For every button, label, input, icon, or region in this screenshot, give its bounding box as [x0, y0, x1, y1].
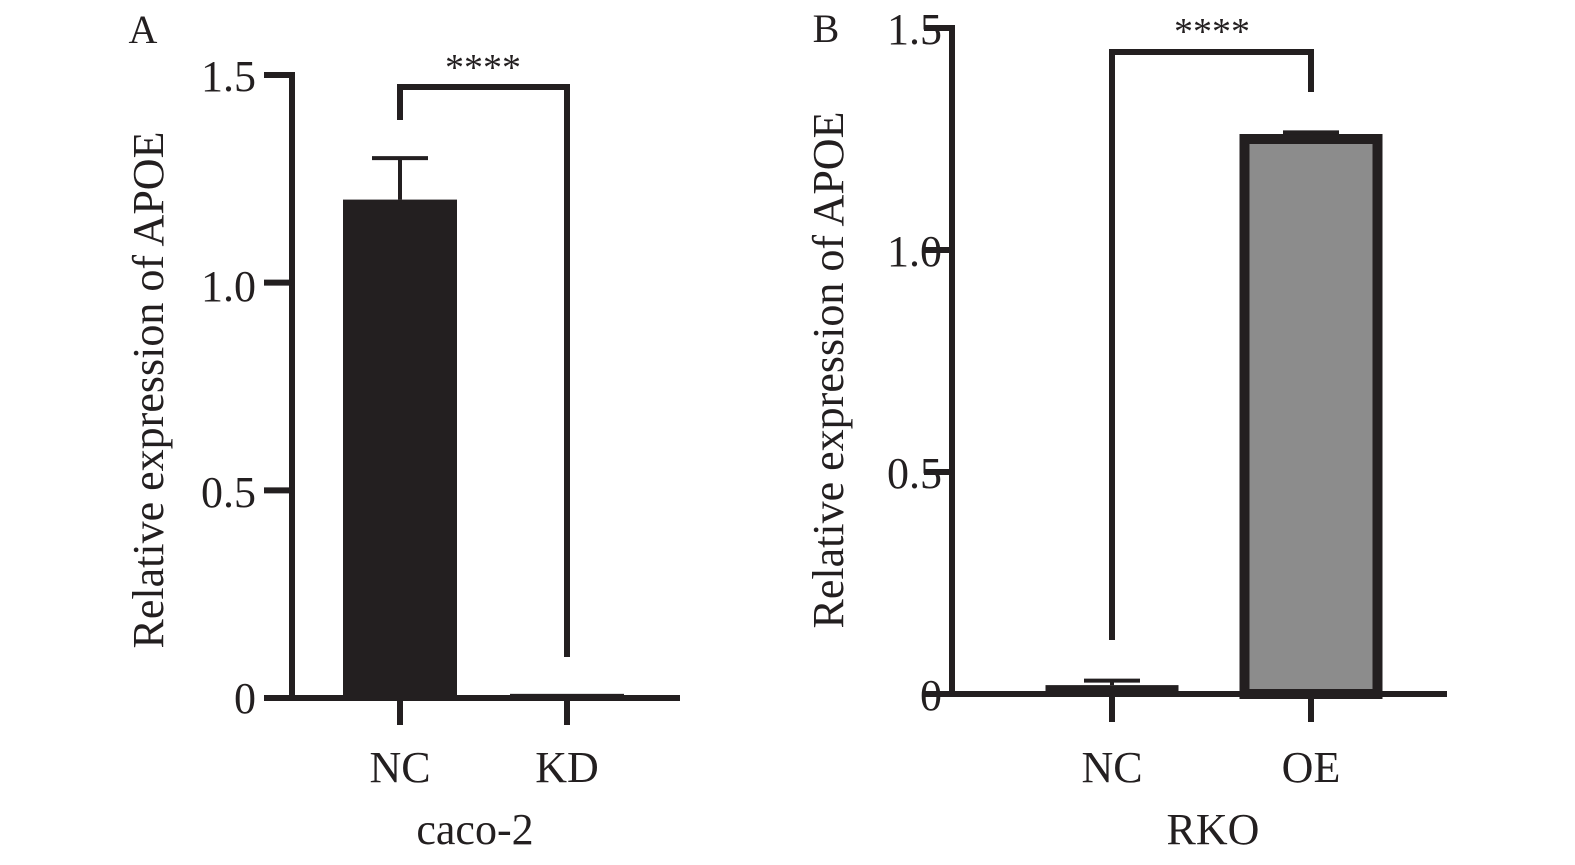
y-tick-label: 0.5	[887, 449, 942, 498]
significance-bracket	[1109, 49, 1314, 640]
y-tick-label: 0	[920, 671, 942, 720]
bar-nc	[1045, 685, 1179, 694]
y-axis-label: Relative expression of APOE	[804, 112, 853, 629]
y-tick-label: 0.5	[201, 468, 256, 517]
y-axis-label: Relative expression of APOE	[124, 132, 173, 649]
bar-oe	[1239, 134, 1383, 699]
significance-label: ****	[1174, 11, 1250, 53]
bar-nc	[343, 199, 457, 698]
x-tick-label: KD	[535, 743, 599, 792]
y-tick-label: 1.0	[887, 227, 942, 276]
y-tick-label: 0	[234, 674, 256, 723]
x-axis-label: RKO	[1167, 805, 1260, 854]
y-tick-label: 1.0	[201, 262, 256, 311]
x-axis-label: caco-2	[416, 805, 533, 854]
x-tick-label: OE	[1282, 743, 1341, 792]
y-tick-label: 1.5	[201, 52, 256, 101]
panel-label: A	[129, 7, 158, 52]
y-tick-label: 1.5	[887, 5, 942, 54]
panel-label: B	[813, 6, 840, 51]
x-tick-label: NC	[1081, 743, 1142, 792]
significance-label: ****	[445, 47, 521, 89]
panel-b: B Relative expression of APOE RKO **** N…	[804, 5, 1447, 854]
significance-bracket	[397, 84, 570, 657]
panel-a: A Relative expression of APOE caco-2 ***…	[124, 7, 680, 854]
bar-kd	[510, 693, 624, 698]
x-tick-label: NC	[369, 743, 430, 792]
